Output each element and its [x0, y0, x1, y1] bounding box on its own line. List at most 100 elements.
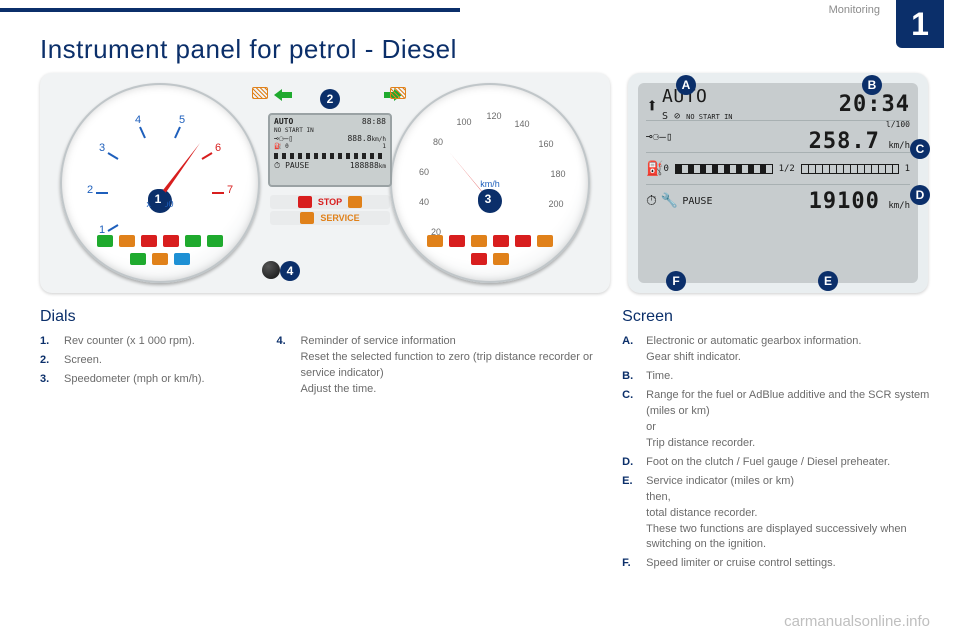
svg-text:100: 100: [456, 117, 471, 127]
passenger-warn-icon: [300, 212, 314, 224]
lcd-odo-unit: km: [379, 163, 386, 170]
scr-pause: PAUSE: [682, 196, 712, 207]
t: Range for the fuel or AdBlue additive an…: [646, 388, 930, 452]
section-label: Monitoring: [829, 4, 880, 16]
screen-list: A.Electronic or automatic gearbox inform…: [622, 334, 930, 572]
callout-E: E: [818, 271, 838, 291]
speedo-unit-label: km/h: [480, 179, 500, 189]
screen-heading: Screen: [622, 305, 930, 328]
service-row: SERVICE: [270, 211, 390, 225]
stop-lamp-icon: [515, 235, 531, 247]
rev-counter-gauge: 12 34 56 7 x 1000: [60, 83, 260, 283]
scr-pump-icon: ⛽: [646, 161, 663, 177]
vsa-icon: [471, 235, 487, 247]
page: Monitoring 1 Instrument panel for petrol…: [0, 0, 960, 640]
scr-range: 258.7: [809, 129, 880, 154]
svg-text:120: 120: [486, 111, 501, 121]
t: Service indicator (miles or km) then, to…: [646, 474, 930, 554]
k: E.: [622, 474, 638, 554]
k: D.: [622, 455, 638, 471]
scr-sub: S ⊘: [662, 111, 680, 122]
center-stack: 2 AUTO 88:88 NO START IN ⊸⚆—▯888.8km/h ⛽…: [270, 89, 390, 225]
lcd-auto: AUTO: [274, 117, 293, 126]
k: A.: [622, 334, 638, 366]
k: 3.: [40, 372, 56, 388]
k: F.: [622, 556, 638, 572]
scr-fuel-bar2: [801, 164, 899, 174]
dials-col-2: 4.Reminder of service information Reset …: [276, 305, 604, 575]
airbag-warn-icon: [348, 196, 362, 208]
instrument-cluster: 12 34 56 7 x 1000: [40, 73, 610, 293]
lcd-no-start: NO START IN: [274, 127, 386, 134]
speedo-icons: [390, 235, 590, 265]
page-title: Instrument panel for petrol - Diesel: [40, 34, 930, 65]
callout-F: F: [666, 271, 686, 291]
screen-col: Screen A.Electronic or automatic gearbox…: [622, 305, 930, 575]
front-fog-icon: [185, 235, 201, 247]
oil-icon: [119, 235, 135, 247]
watermark: carmanualsonline.info: [784, 613, 930, 630]
k: 1.: [40, 334, 56, 350]
t: Screen.: [64, 353, 102, 369]
callout-A: A: [676, 75, 696, 95]
svg-text:5: 5: [179, 114, 185, 126]
callout-B: B: [862, 75, 882, 95]
t: Speed limiter or cruise control settings…: [646, 556, 836, 572]
scr-per100: l/100: [809, 120, 910, 129]
t: Reminder of service information Reset th…: [300, 334, 604, 398]
reset-button[interactable]: [262, 261, 280, 279]
eco-icon: [97, 235, 113, 247]
lcd-pause: PAUSE: [285, 161, 309, 170]
k: 2.: [40, 353, 56, 369]
temp-icon: [163, 235, 179, 247]
svg-text:180: 180: [550, 169, 565, 179]
k: B.: [622, 369, 638, 385]
svg-text:40: 40: [419, 197, 429, 207]
tpms-icon: [427, 235, 443, 247]
lcd-fuel-0: 0: [285, 143, 289, 150]
seatbelt-warn-icon: [298, 196, 312, 208]
scr-speed-icon: ⏱: [646, 193, 657, 209]
warning-icon: [471, 253, 487, 265]
engine-icon: [493, 253, 509, 265]
scr-car-icon: ⊸⚆—▯: [646, 130, 673, 143]
lcd-range-unit: km/h: [372, 136, 386, 143]
rev-icons: [60, 235, 260, 265]
callout-1: 1: [148, 189, 168, 209]
airbag-icon: [537, 235, 553, 247]
screen-line-d: ⛽ 0 1/2 1: [646, 153, 910, 185]
svg-text:200: 200: [548, 199, 563, 209]
speedometer-gauge: 204060 80100120 140160180 200 km/h: [390, 83, 590, 283]
scr-odo: 19100: [809, 189, 880, 214]
stop-label: STOP: [318, 197, 342, 207]
scr-fuel-half: 1/2: [779, 164, 795, 174]
callout-4: 4: [280, 261, 300, 281]
t: Time.: [646, 369, 673, 385]
lcd-odo: 188888: [350, 161, 379, 170]
handbrake-icon: [449, 235, 465, 247]
callout-C: C: [910, 139, 930, 159]
dials-heading: Dials: [40, 305, 258, 328]
header-rule: [0, 8, 460, 12]
screen-lcd: ⬆ AUTO S ⊘ NO START IN 20:34 ⊸⚆—▯ l/100 …: [638, 83, 918, 283]
dials-list-2: 4.Reminder of service information Reset …: [276, 334, 604, 398]
scr-time: 20:34: [839, 92, 910, 117]
scr-wrench-icon: 🔧: [661, 193, 678, 209]
lcd-time: 88:88: [362, 117, 386, 127]
svg-text:7: 7: [227, 184, 233, 196]
dials-list-1: 1.Rev counter (x 1 000 rpm). 2.Screen. 3…: [40, 334, 258, 388]
center-lcd: AUTO 88:88 NO START IN ⊸⚆—▯888.8km/h ⛽ 0…: [268, 113, 392, 187]
lcd-range: 888.8: [347, 134, 371, 143]
k: 4.: [276, 334, 292, 398]
lower-text: Dials 1.Rev counter (x 1 000 rpm). 2.Scr…: [30, 305, 930, 575]
stop-row: STOP: [270, 195, 390, 209]
figure-row: 12 34 56 7 x 1000: [30, 73, 930, 293]
scr-range-unit: km/h: [888, 141, 910, 151]
scr-no-start: NO START IN: [686, 113, 732, 121]
screen-detail: ⬆ AUTO S ⊘ NO START IN 20:34 ⊸⚆—▯ l/100 …: [628, 73, 928, 293]
svg-text:6: 6: [215, 142, 221, 154]
svg-text:80: 80: [433, 137, 443, 147]
svg-text:4: 4: [135, 114, 141, 126]
scr-fuel-1: 1: [905, 164, 910, 174]
callout-3: 3: [478, 189, 498, 209]
